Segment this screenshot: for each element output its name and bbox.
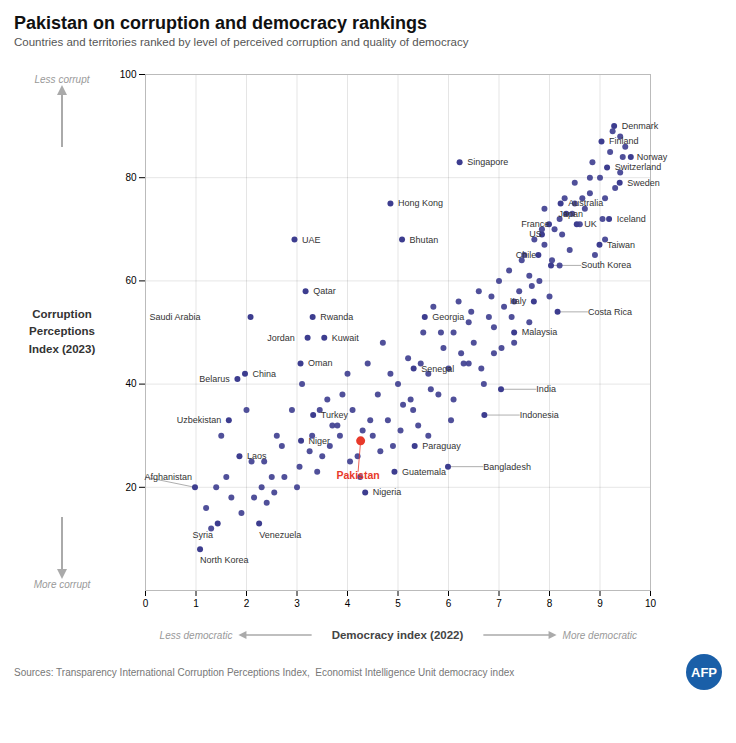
svg-text:US: US (529, 229, 542, 239)
svg-text:North Korea: North Korea (200, 555, 249, 565)
svg-text:Australia: Australia (568, 198, 603, 208)
svg-text:Bangladesh: Bangladesh (483, 462, 531, 472)
html-text:Pakistan on corruption and dem: Pakistan on corruption and democracy ran… (14, 13, 428, 33)
svg-text:4: 4 (345, 598, 351, 609)
svg-text:UAE: UAE (302, 235, 321, 245)
svg-text:Iceland: Iceland (617, 214, 646, 224)
html-text:AFP: AFP (691, 664, 717, 680)
svg-text:Switzerland: Switzerland (615, 162, 662, 172)
svg-text:8: 8 (547, 598, 553, 609)
svg-text:9: 9 (597, 598, 603, 609)
svg-text:0: 0 (143, 598, 149, 609)
svg-text:Less democratic: Less democratic (160, 630, 233, 641)
svg-text:20: 20 (125, 482, 137, 493)
svg-text:Nigeria: Nigeria (373, 487, 402, 497)
html-text:Less corrupt: Less corrupt (34, 74, 90, 85)
svg-text:Norway: Norway (637, 152, 668, 162)
svg-text:Afghanistan: Afghanistan (144, 472, 192, 482)
svg-text:60: 60 (125, 275, 137, 286)
html-text:More corrupt: More corrupt (33, 579, 91, 590)
svg-text:Chile: Chile (516, 250, 537, 260)
svg-text:Laos: Laos (247, 451, 267, 461)
svg-text:40: 40 (125, 378, 137, 389)
svg-text:Guatemala: Guatemala (402, 467, 446, 477)
html-text:Countries and territories rank: Countries and territories ranked by leve… (14, 36, 469, 48)
svg-text:Uzbekistan: Uzbekistan (177, 415, 222, 425)
svg-text:10: 10 (645, 598, 657, 609)
svg-text:Jordan: Jordan (267, 333, 295, 343)
svg-text:Rwanda: Rwanda (320, 312, 353, 322)
svg-text:Belarus: Belarus (199, 374, 230, 384)
svg-text:Finland: Finland (609, 136, 639, 146)
svg-text:7: 7 (496, 598, 502, 609)
svg-text:France: France (521, 219, 549, 229)
svg-text:Senegal: Senegal (421, 364, 454, 374)
svg-text:Georgia: Georgia (432, 312, 464, 322)
svg-text:Syria: Syria (192, 530, 213, 540)
svg-text:Paraguay: Paraguay (422, 441, 461, 451)
svg-text:Japan: Japan (559, 209, 584, 219)
svg-text:Venezuela: Venezuela (259, 530, 301, 540)
svg-text:5: 5 (395, 598, 401, 609)
svg-text:1: 1 (193, 598, 199, 609)
svg-text:100: 100 (120, 69, 137, 80)
svg-text:Singapore: Singapore (467, 157, 508, 167)
svg-text:Taiwan: Taiwan (607, 240, 635, 250)
html-text:Corruption Perceptions Index (: Corruption Perceptions Index (2023) (28, 308, 96, 355)
svg-text:Turkey: Turkey (321, 410, 349, 420)
svg-text:Democracy index (2022): Democracy index (2022) (332, 629, 464, 641)
svg-text:Hong Kong: Hong Kong (398, 198, 443, 208)
svg-text:Bhutan: Bhutan (410, 235, 439, 245)
svg-text:UK: UK (584, 219, 597, 229)
svg-text:Oman: Oman (308, 358, 333, 368)
svg-text:Kuwait: Kuwait (332, 333, 360, 343)
svg-text:China: China (253, 369, 277, 379)
svg-text:Qatar: Qatar (313, 286, 336, 296)
html-text:Sources: Transparency Internat: Sources: Transparency International Corr… (14, 666, 515, 678)
svg-text:Sweden: Sweden (627, 178, 660, 188)
svg-text:Niger: Niger (309, 436, 331, 446)
svg-text:Malaysia: Malaysia (522, 327, 558, 337)
svg-text:India: India (536, 384, 556, 394)
svg-text:2: 2 (244, 598, 250, 609)
svg-text:Pakistan: Pakistan (337, 469, 380, 481)
svg-text:South Korea: South Korea (581, 260, 631, 270)
svg-text:Denmark: Denmark (622, 121, 659, 131)
svg-text:Costa Rica: Costa Rica (588, 307, 632, 317)
svg-text:80: 80 (125, 172, 137, 183)
svg-text:Saudi Arabia: Saudi Arabia (150, 312, 201, 322)
svg-text:3: 3 (294, 598, 300, 609)
svg-text:Indonesia: Indonesia (520, 410, 559, 420)
svg-text:More democratic: More democratic (563, 630, 637, 641)
svg-text:Italy: Italy (510, 296, 527, 306)
svg-text:6: 6 (446, 598, 452, 609)
